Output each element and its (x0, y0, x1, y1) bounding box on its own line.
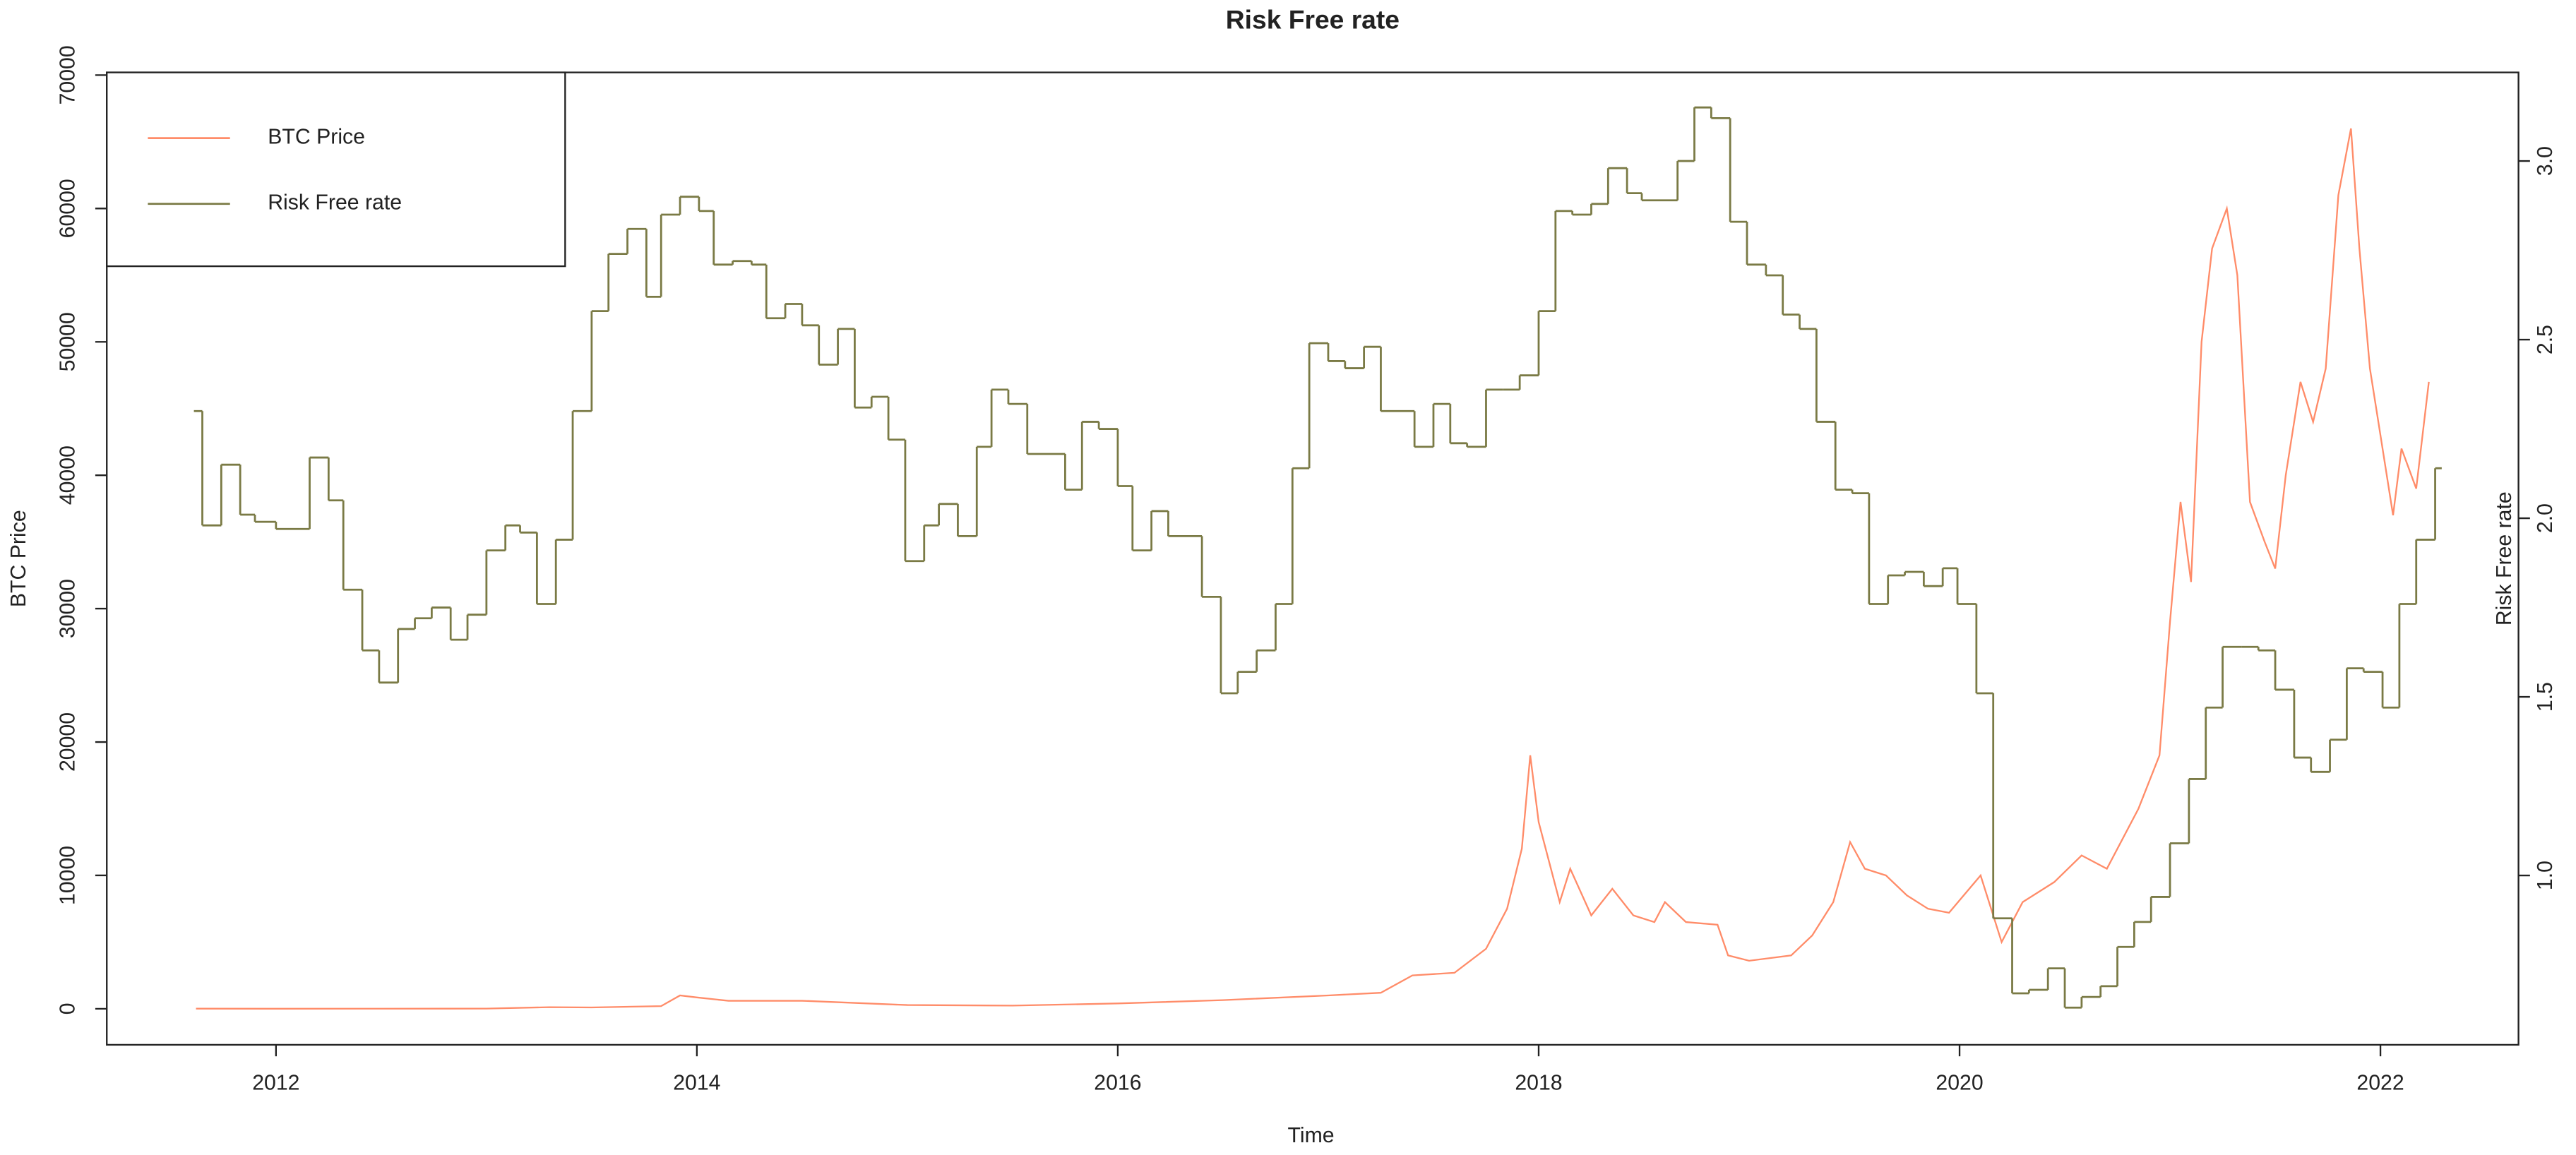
y-tick-label: 30000 (56, 579, 80, 638)
x-axis-label: Time (1288, 1124, 1335, 1147)
x-tick-label: 2014 (673, 1072, 720, 1095)
y-tick-label: 70000 (56, 45, 80, 104)
y2-tick-label: 2.5 (2534, 325, 2557, 354)
y2-tick-label: 1.0 (2534, 861, 2557, 890)
plot-frame (106, 71, 2520, 1046)
legend-box (106, 71, 566, 268)
x-tick-label: 2018 (1515, 1072, 1562, 1095)
legend-label: Risk Free rate (268, 191, 402, 215)
x-tick-label: 2022 (2356, 1072, 2404, 1095)
series-line (196, 128, 2430, 1010)
y-tick-label: 0 (56, 1003, 80, 1015)
legend-label: BTC Price (268, 126, 365, 149)
y-tick-label: 20000 (56, 712, 80, 772)
y-tick-label: 10000 (56, 846, 80, 905)
y-tick-label: 50000 (56, 312, 80, 371)
y-tick-label: 60000 (56, 179, 80, 238)
x-tick-label: 2020 (1936, 1072, 1983, 1095)
y-tick-label: 40000 (56, 445, 80, 505)
y2-axis-label: Risk Free rate (2493, 491, 2516, 626)
y2-tick-label: 1.5 (2534, 682, 2557, 712)
x-tick-label: 2012 (252, 1072, 299, 1095)
y-axis-label: BTC Price (7, 510, 30, 607)
chart-title: Risk Free rate (1226, 4, 1400, 34)
y2-tick-label: 3.0 (2534, 146, 2557, 176)
y2-tick-label: 2.0 (2534, 503, 2557, 533)
x-tick-label: 2016 (1094, 1072, 1141, 1095)
